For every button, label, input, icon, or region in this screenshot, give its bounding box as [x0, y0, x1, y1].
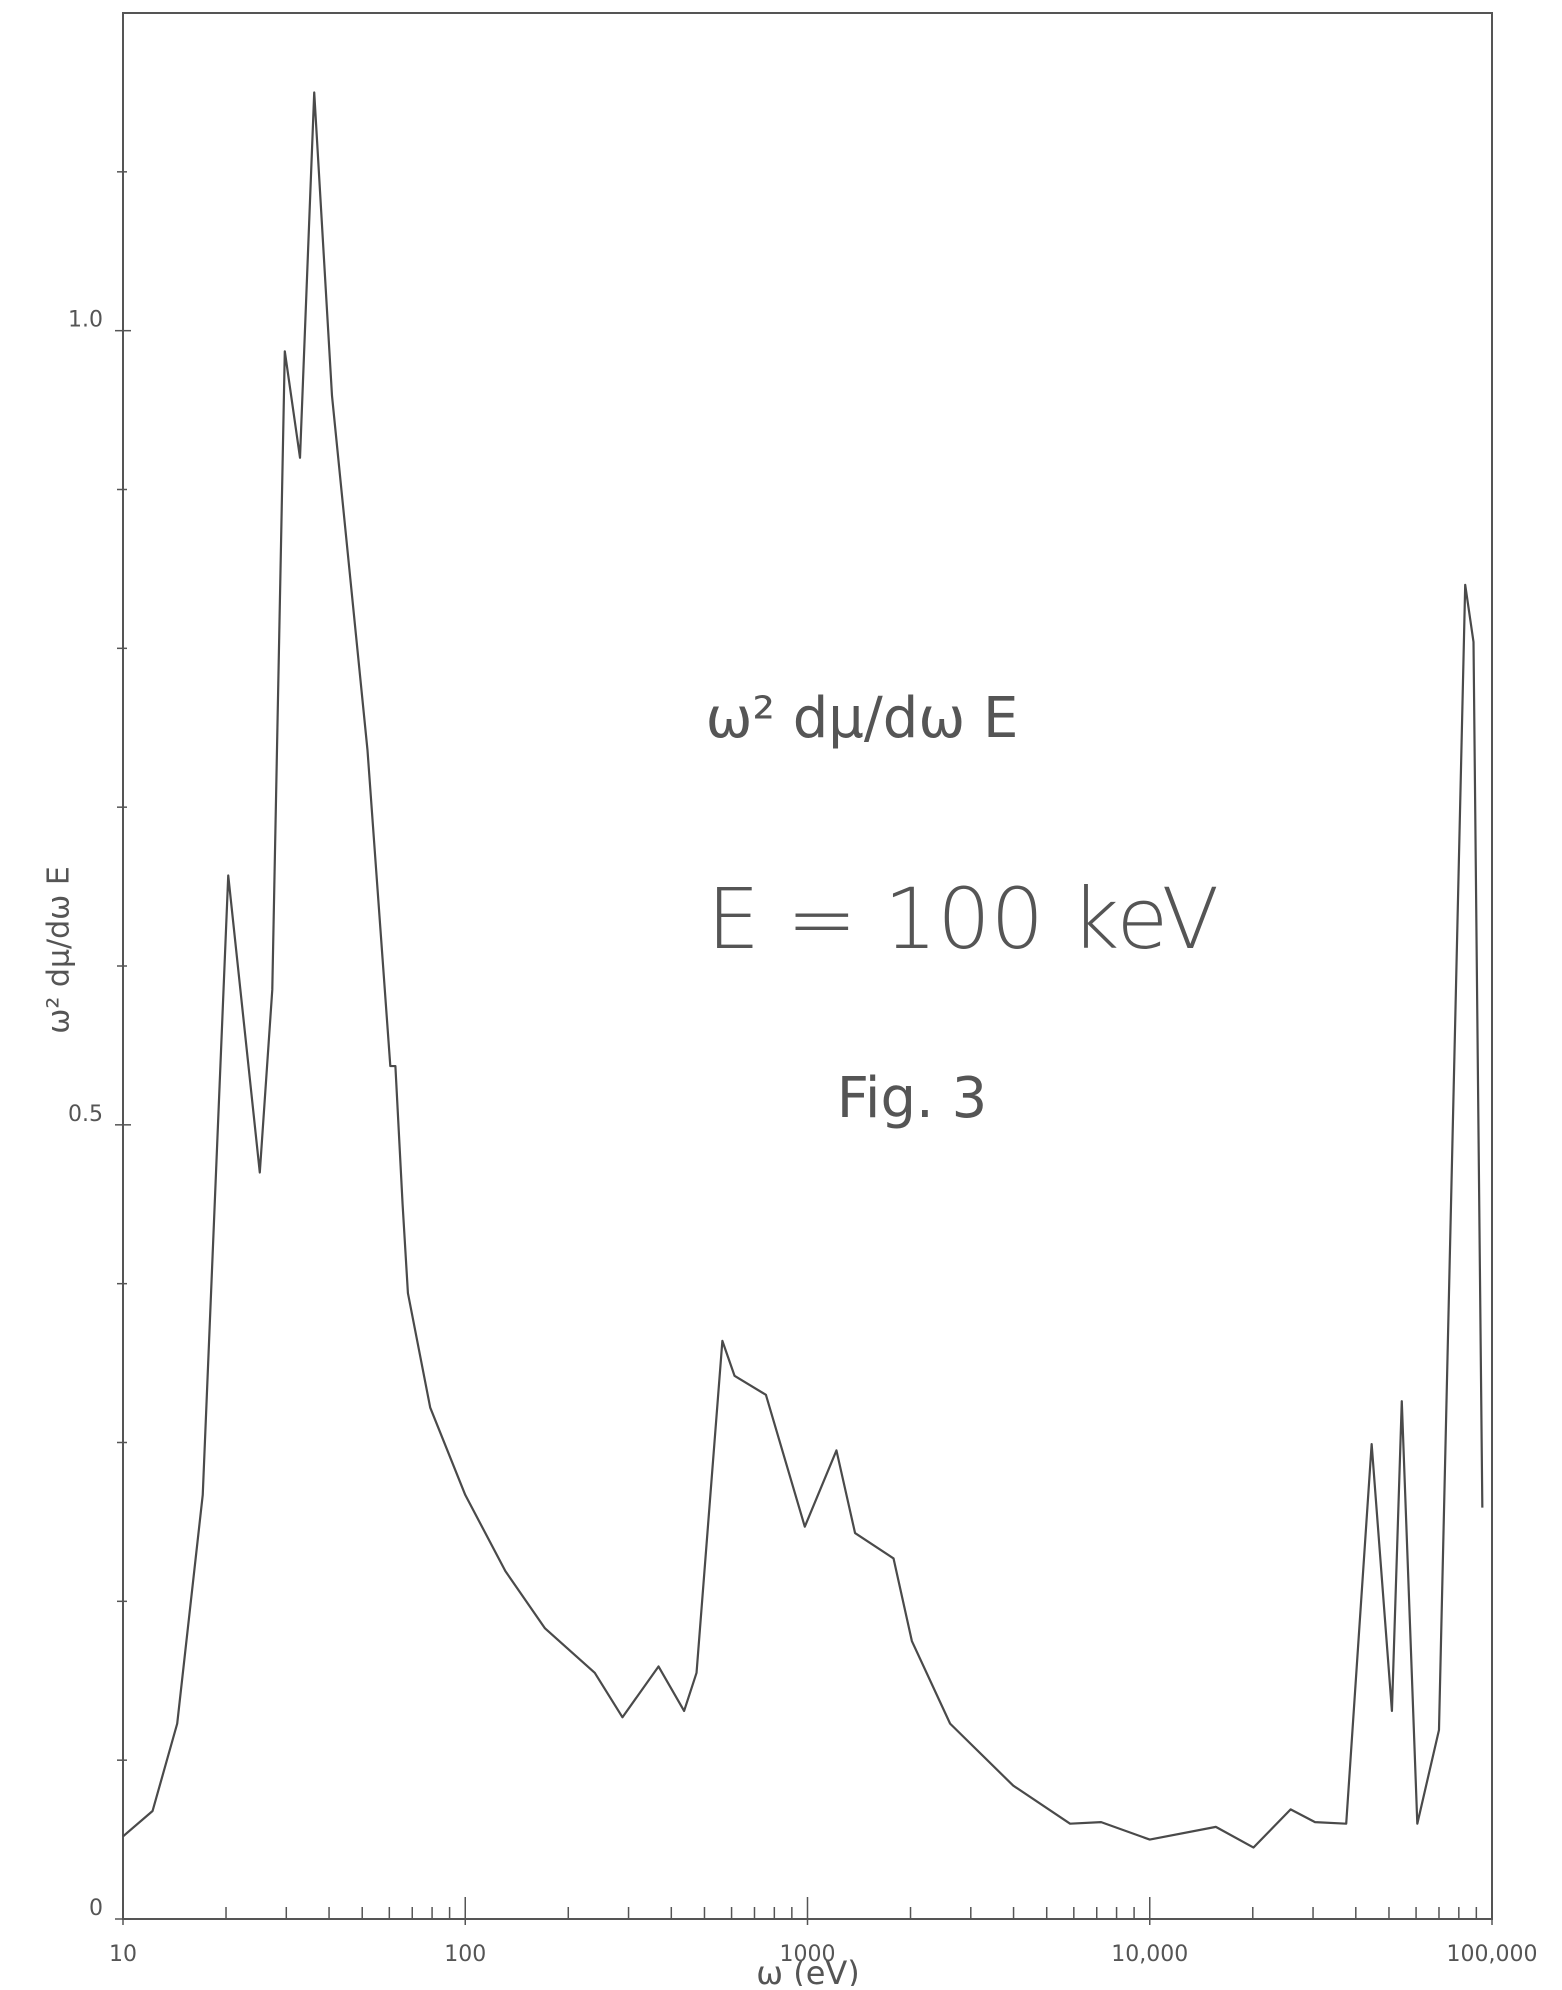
x-tick-label: 10	[109, 1942, 137, 1967]
annotation: Fig. 3	[837, 1066, 987, 1131]
y-tick-label: 0	[89, 1896, 103, 1921]
x-tick-label: 100	[444, 1942, 486, 1967]
y-tick-label: 0.5	[68, 1102, 103, 1127]
annotation: ω² dμ/dω E	[706, 686, 1019, 751]
x-axis-label: ω (eV)	[756, 1954, 860, 1986]
x-tick-label: 10,000	[1111, 1942, 1188, 1967]
x-tick-label: 100,000	[1447, 1942, 1538, 1967]
annotation: E = 100 keV	[707, 870, 1219, 968]
y-axis-label: ω² dμ/dω E	[42, 866, 77, 1034]
x-tick-label: 1000	[780, 1942, 836, 1967]
y-tick-label: 1.0	[68, 308, 103, 333]
data-line	[122, 91, 1484, 1849]
